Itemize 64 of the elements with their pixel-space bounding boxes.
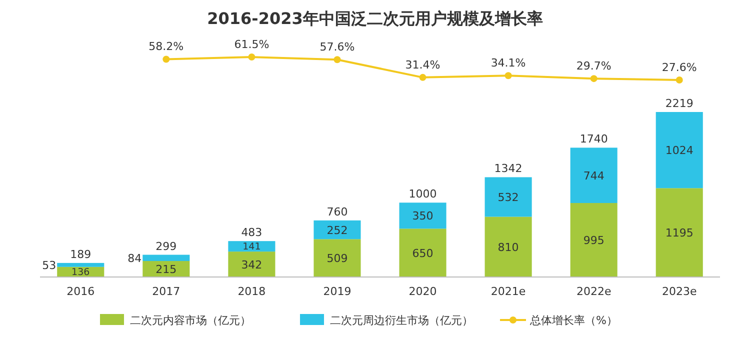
x-tick-label: 2019 — [323, 285, 352, 298]
legend-label: 二次元内容市场（亿元） — [130, 314, 251, 327]
data-label: 27.6% — [662, 61, 697, 74]
x-tick-label: 2018 — [238, 285, 266, 298]
x-tick-label: 2022e — [576, 285, 612, 298]
bar — [484, 216, 532, 277]
data-label: 136 — [72, 267, 90, 278]
x-tick-label: 2023e — [662, 285, 697, 298]
data-label: 995 — [583, 234, 604, 248]
data-label: 350 — [412, 210, 434, 223]
data-label: 1024 — [665, 144, 694, 158]
data-label: 34.1% — [490, 56, 526, 70]
data-label: 509 — [326, 252, 348, 266]
total-label: 1000 — [408, 188, 437, 201]
bar — [656, 112, 703, 188]
data-label: 650 — [412, 246, 434, 260]
bar — [399, 228, 446, 277]
data-label: 1195 — [665, 226, 694, 240]
point — [676, 76, 683, 84]
bar — [399, 202, 446, 229]
bar — [484, 177, 532, 217]
legend-label: 总体增长率（%） — [529, 314, 618, 327]
data-label: 84 — [128, 252, 142, 265]
bar — [228, 241, 276, 252]
x-tick-label: 2021e — [490, 285, 526, 298]
total-label: 760 — [326, 205, 348, 218]
point — [334, 56, 341, 64]
legend-label: 二次元周边衍生市场（亿元） — [330, 314, 473, 327]
total-label: 2219 — [665, 97, 694, 110]
bar — [314, 220, 361, 240]
data-label: 141 — [242, 242, 261, 253]
data-label: 810 — [498, 240, 519, 254]
data-label: 532 — [498, 190, 519, 204]
bar — [314, 239, 361, 277]
bar — [57, 262, 104, 267]
bar — [228, 252, 276, 277]
x-tick-label: 2020 — [408, 285, 437, 298]
data-label: 342 — [241, 258, 262, 272]
total-label: 189 — [70, 248, 92, 261]
point — [504, 72, 512, 80]
point — [162, 56, 170, 63]
total-label: 1342 — [494, 162, 522, 176]
x-tick-label: 2017 — [152, 285, 180, 298]
bar — [570, 203, 618, 277]
total-label: 483 — [241, 226, 262, 240]
data-label: 252 — [326, 224, 348, 237]
data-label: 58.2% — [148, 40, 184, 54]
data-label: 31.4% — [405, 58, 440, 72]
point — [590, 75, 598, 82]
x-tick-label: 2016 — [66, 285, 95, 298]
total-label: 1740 — [580, 132, 608, 146]
total-label: 299 — [156, 240, 177, 253]
data-label: 57.6% — [320, 40, 355, 54]
data-label: 29.7% — [576, 60, 612, 73]
bar — [656, 188, 703, 277]
bar — [570, 148, 618, 204]
bar — [142, 254, 190, 262]
data-label: 215 — [156, 263, 177, 276]
data-label: 744 — [583, 169, 604, 182]
data-label: 61.5% — [234, 38, 270, 51]
data-label: 53 — [42, 258, 56, 272]
point — [419, 74, 426, 81]
chart-title: 2016-2023年中国泛二次元用户规模及增长率 — [207, 9, 543, 28]
point — [248, 54, 256, 60]
